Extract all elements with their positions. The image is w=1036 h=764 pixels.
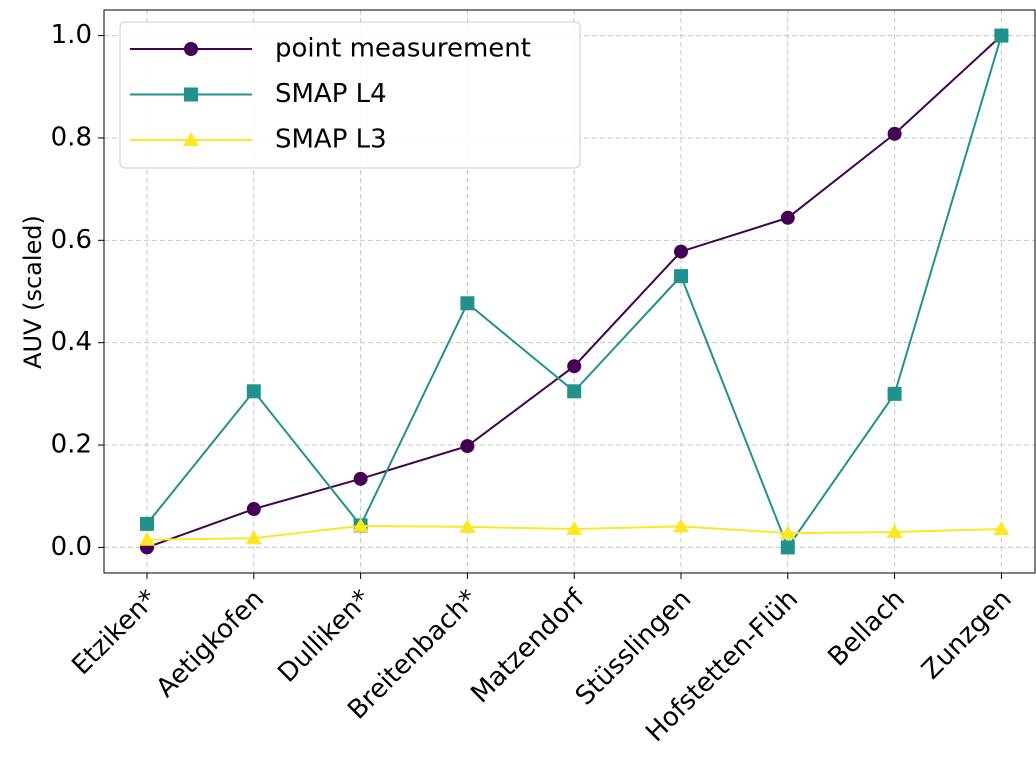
y-tick-label: 1.0	[51, 20, 92, 50]
marker	[246, 502, 261, 517]
legend-box	[119, 21, 581, 169]
marker	[994, 28, 1009, 43]
x-tick-label: Etziken*	[66, 584, 163, 681]
x-tick-label: Zunzgen	[916, 584, 1017, 685]
y-tick-label: 0.0	[51, 532, 92, 562]
y-axis-label: AUV (scaled)	[19, 215, 47, 369]
y-tick-label: 0.2	[51, 430, 92, 460]
marker	[993, 520, 1010, 535]
y-tick-label: 0.4	[51, 327, 92, 357]
marker	[886, 524, 903, 539]
marker	[674, 269, 688, 284]
marker	[780, 540, 795, 555]
marker	[460, 296, 475, 311]
marker	[139, 531, 155, 546]
x-tick-label: Aetigkofen	[151, 584, 270, 703]
marker	[245, 530, 262, 545]
marker	[460, 439, 475, 454]
marker	[887, 126, 902, 141]
marker	[352, 517, 369, 532]
legend-marker	[184, 87, 198, 102]
x-tick-label: Dulliken*	[272, 584, 376, 688]
marker	[673, 518, 689, 533]
legend-label: point measurement	[275, 34, 531, 64]
marker	[459, 518, 476, 533]
marker	[567, 359, 582, 374]
plot-frame	[103, 9, 1036, 574]
legend-marker	[183, 132, 199, 146]
marker	[567, 384, 582, 399]
marker	[779, 525, 796, 540]
marker	[140, 516, 154, 531]
marker	[353, 471, 368, 486]
y-tick-label: 0.6	[51, 225, 92, 255]
marker	[674, 244, 688, 259]
marker	[566, 520, 583, 535]
legend-marker	[184, 42, 198, 56]
x-tick-label: Bellach	[822, 584, 910, 672]
legend-label: SMAP L3	[275, 125, 387, 155]
y-tick-label: 0.8	[51, 122, 92, 152]
legend-label: SMAP L4	[275, 79, 387, 109]
marker	[887, 386, 902, 401]
marker	[246, 384, 261, 399]
marker	[780, 210, 795, 225]
